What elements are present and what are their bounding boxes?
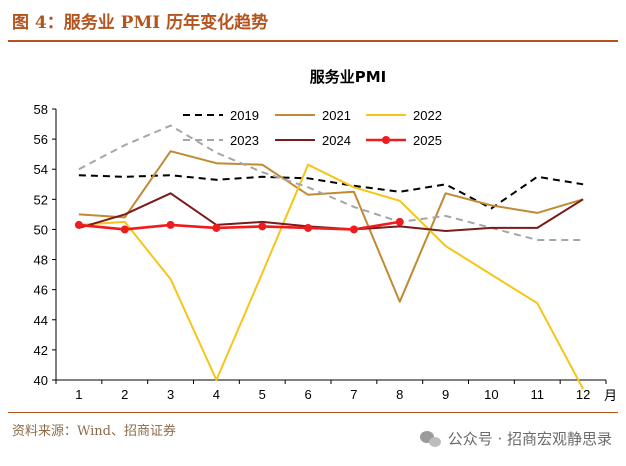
- chart-title: 服务业PMI: [310, 68, 387, 86]
- data-point-2025: [395, 217, 404, 226]
- legend-label-2019: 2019: [230, 108, 259, 123]
- y-tick-label: 50: [34, 222, 48, 237]
- y-tick-label: 42: [34, 343, 48, 358]
- legend-label-2025: 2025: [413, 133, 442, 148]
- legend-label-2024: 2024: [322, 133, 351, 148]
- y-tick-label: 44: [34, 313, 48, 328]
- y-tick-label: 52: [34, 192, 48, 207]
- footer-divider: [8, 412, 618, 413]
- watermark: 公众号 · 招商宏观静思录: [419, 428, 612, 449]
- y-tick-label: 54: [34, 162, 48, 177]
- watermark-text: 公众号 · 招商宏观静思录: [447, 430, 612, 448]
- series-line-2025: [78, 220, 401, 231]
- y-tick-label: 58: [34, 102, 48, 117]
- legend-label-2021: 2021: [322, 108, 351, 123]
- data-point-2025: [212, 223, 221, 232]
- x-tick-label: 9: [442, 387, 449, 402]
- series-line-2022: [78, 163, 584, 390]
- x-tick-label: 1: [75, 387, 82, 402]
- x-tick-label: 11: [531, 387, 545, 402]
- x-tick-label: 12: [576, 387, 590, 402]
- legend-label-2023: 2023: [230, 133, 259, 148]
- data-point-2025: [304, 223, 313, 232]
- legend-label-2022: 2022: [413, 108, 442, 123]
- series-line-2019: [78, 174, 584, 210]
- legend: 2019 2021 2022 2023 2024 2025: [183, 108, 442, 148]
- data-point-2025: [258, 222, 267, 231]
- x-axis-label: 月: [604, 388, 617, 403]
- series-line-2023: [78, 124, 584, 241]
- legend-marker-2025: [382, 136, 390, 144]
- data-point-2025: [74, 220, 83, 229]
- x-tick-label: 5: [259, 387, 266, 402]
- x-tick-label: 2: [121, 387, 128, 402]
- data-point-2025: [120, 225, 129, 234]
- x-tick-label: 3: [167, 387, 174, 402]
- x-tick-label: 4: [213, 387, 220, 402]
- x-tick-label: 10: [484, 387, 498, 402]
- x-tick-label: 7: [350, 387, 357, 402]
- data-point-2025: [166, 220, 175, 229]
- y-tick-label: 48: [34, 253, 48, 268]
- x-tick-label: 8: [396, 387, 403, 402]
- y-tick-label: 46: [34, 283, 48, 298]
- series-line-2021: [78, 150, 584, 303]
- y-tick-label: 56: [34, 132, 48, 147]
- title-divider: [8, 40, 618, 42]
- figure-title: 图 4：服务业 PMI 历年变化趋势: [12, 13, 269, 33]
- y-tick-label: 40: [34, 373, 48, 388]
- x-tick-label: 6: [304, 387, 311, 402]
- source-note: 资料来源：Wind、招商证券: [12, 424, 176, 439]
- data-point-2025: [349, 225, 358, 234]
- wechat-icon: [419, 430, 442, 448]
